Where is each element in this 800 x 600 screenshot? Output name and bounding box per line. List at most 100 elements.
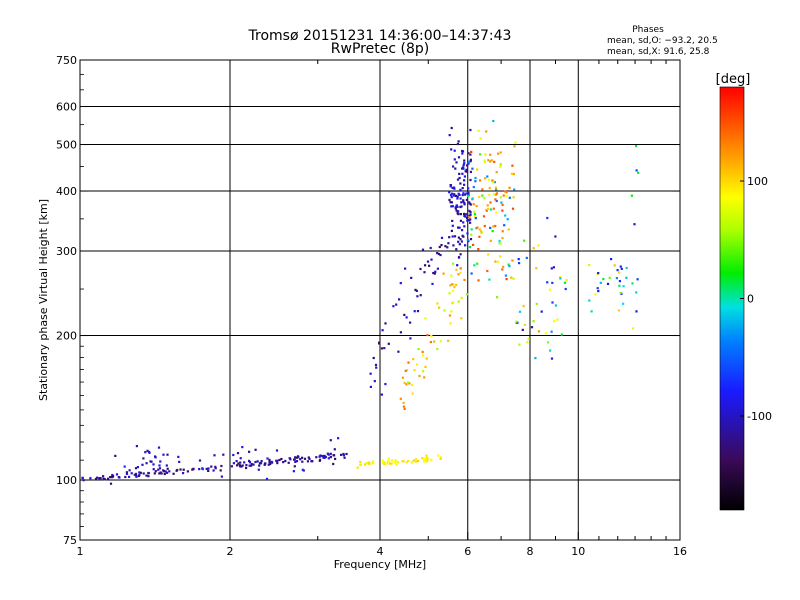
echo-point <box>239 461 242 464</box>
echo-point <box>382 462 385 465</box>
echo-point <box>373 380 376 383</box>
echo-point <box>182 472 185 475</box>
echo-point <box>315 456 318 459</box>
echo-point <box>505 194 508 197</box>
echo-point <box>424 317 427 320</box>
echo-point <box>82 479 85 482</box>
y-tick-label: 200 <box>56 330 77 343</box>
echo-point <box>241 464 244 467</box>
echo-point <box>159 460 162 463</box>
echo-point <box>110 475 113 479</box>
echo-point <box>507 228 510 231</box>
echo-point <box>462 163 465 166</box>
echo-point <box>145 462 148 465</box>
echo-point <box>532 320 535 323</box>
echo-point <box>477 248 480 251</box>
echo-point <box>109 482 113 485</box>
colorbar-tick-label: -100 <box>747 410 772 423</box>
echo-point <box>214 465 217 468</box>
echo-point <box>407 361 410 364</box>
echo-point <box>518 343 521 346</box>
echo-point <box>444 245 447 248</box>
echo-point <box>296 455 300 458</box>
echo-point <box>381 459 385 462</box>
echo-point <box>501 237 504 240</box>
echo-point <box>466 216 469 220</box>
echo-point <box>466 238 469 242</box>
echo-point <box>416 295 419 298</box>
echo-point <box>625 266 628 270</box>
echo-point <box>498 239 501 243</box>
echo-point <box>423 376 426 379</box>
echo-point <box>157 446 161 449</box>
echo-point <box>469 238 473 241</box>
echo-point <box>318 459 321 462</box>
x-tick-label: 10 <box>571 545 585 558</box>
echo-point <box>449 284 452 287</box>
echo-point <box>504 274 507 277</box>
echo-point <box>459 219 462 222</box>
echo-point <box>588 299 591 302</box>
echo-point <box>494 260 497 263</box>
echo-point <box>474 217 477 220</box>
echo-point <box>303 457 307 460</box>
echo-point <box>448 236 451 239</box>
echo-point <box>559 277 562 280</box>
echo-point <box>456 197 459 200</box>
x-tick-label: 16 <box>673 545 687 558</box>
echo-point <box>443 309 446 312</box>
echo-point <box>403 407 406 410</box>
echo-point <box>615 277 618 280</box>
echo-point <box>508 265 511 268</box>
echo-point <box>405 461 408 464</box>
echo-point <box>409 321 412 324</box>
echo-point <box>468 246 471 249</box>
echo-point <box>179 468 182 471</box>
echo-point <box>153 472 156 475</box>
echo-point <box>448 191 451 194</box>
echo-point <box>488 193 491 196</box>
echo-point <box>403 313 406 316</box>
echo-point <box>473 210 476 213</box>
echo-point <box>266 457 269 460</box>
echo-point <box>450 283 454 286</box>
echo-point <box>469 211 472 214</box>
echo-point <box>453 187 456 190</box>
echo-point <box>636 278 639 281</box>
echo-point <box>403 381 406 385</box>
echo-point <box>337 437 340 440</box>
data-points <box>81 119 640 485</box>
echo-point <box>635 169 638 172</box>
echo-point <box>259 462 263 465</box>
echo-point <box>232 453 235 457</box>
echo-point <box>483 160 486 164</box>
colorbar <box>719 86 745 511</box>
echo-point <box>485 130 488 133</box>
echo-point <box>487 207 490 210</box>
echo-point <box>414 288 417 291</box>
echo-point <box>451 219 454 222</box>
echo-point <box>463 193 467 196</box>
echo-point <box>485 209 488 212</box>
echo-point <box>494 224 497 228</box>
echo-point <box>230 465 233 468</box>
echo-point <box>404 267 407 270</box>
echo-point <box>476 168 479 171</box>
echo-point <box>405 383 408 386</box>
echo-point <box>487 178 491 181</box>
echo-point <box>408 382 411 385</box>
echo-point <box>399 397 402 400</box>
echo-point <box>463 175 466 178</box>
y-tick-label: 600 <box>56 101 77 114</box>
echo-point <box>128 469 131 472</box>
echo-point <box>236 464 239 467</box>
echo-point <box>454 167 457 170</box>
echo-point <box>438 245 441 249</box>
y-tick-label: 300 <box>56 245 77 258</box>
echo-point <box>356 466 359 469</box>
echo-point <box>537 244 540 247</box>
echo-point <box>423 458 426 461</box>
echo-point <box>424 264 427 267</box>
echo-point <box>631 327 635 330</box>
